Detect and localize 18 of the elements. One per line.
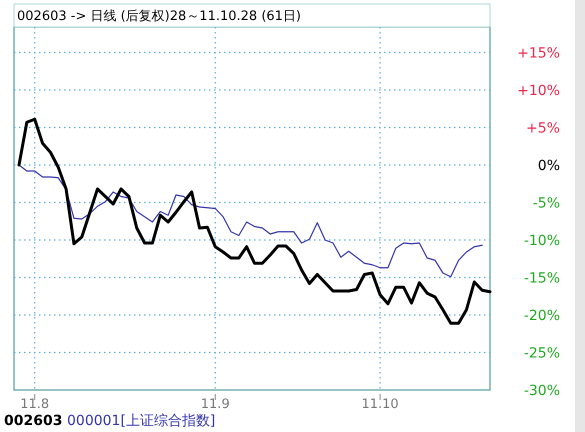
line-series <box>18 118 492 325</box>
y-tick-label: +15% <box>517 46 560 62</box>
x-tick-label: 11.9 <box>200 397 230 412</box>
y-tick-label: -10% <box>524 233 560 249</box>
x-tick-label: 11.10 <box>361 397 399 412</box>
y-tick-label: 0% <box>538 158 560 174</box>
chart-title: 002603 -> 日线 (后复权)28～11.10.28 (61日) <box>17 9 302 24</box>
line-series <box>18 164 483 278</box>
y-tick-label: -20% <box>524 308 560 324</box>
text: 002603 <box>4 413 62 429</box>
y-tick-label: +10% <box>517 83 560 99</box>
x-tick-label: 11.8 <box>20 397 50 412</box>
y-tick-label: -5% <box>532 196 560 212</box>
y-tick-label: +5% <box>526 120 560 136</box>
text: 000001[上证综合指数] <box>67 413 216 429</box>
y-tick-label: -25% <box>524 346 560 362</box>
y-tick-label: -30% <box>524 383 560 399</box>
y-tick-label: -15% <box>524 270 560 286</box>
